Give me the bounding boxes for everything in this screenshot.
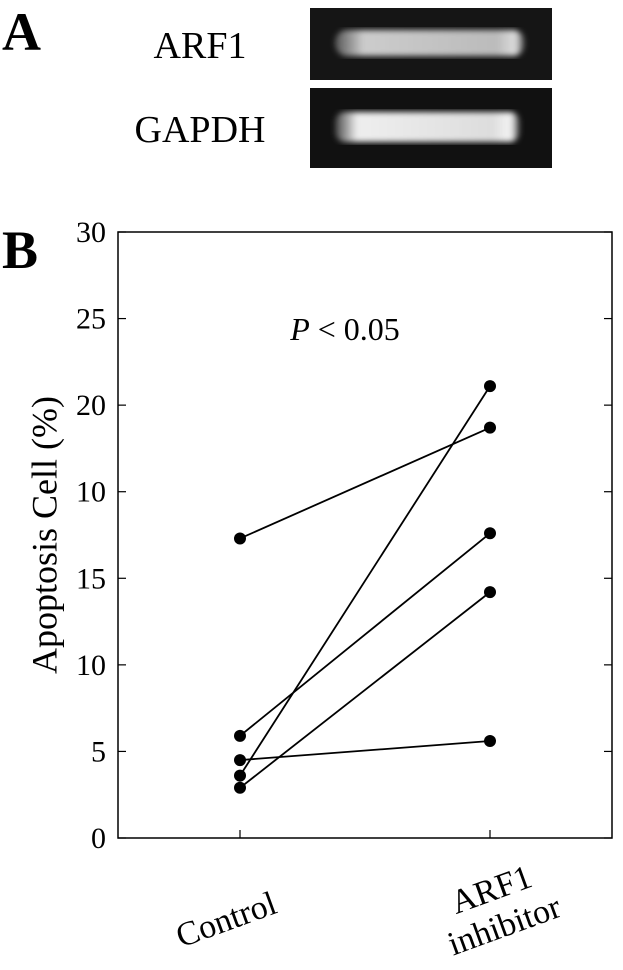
band-label: GAPDH xyxy=(135,109,266,151)
y-tick-label: 20 xyxy=(76,389,106,422)
x-tick-label: ARF1inhibitor xyxy=(430,852,566,963)
data-point xyxy=(234,769,246,782)
gel-band xyxy=(335,30,525,56)
plot-frame xyxy=(117,231,613,839)
data-point xyxy=(484,735,496,748)
data-point xyxy=(234,729,246,742)
y-tick-label: 25 xyxy=(76,303,106,336)
x-tick-label: Control xyxy=(171,885,281,955)
panel-label: A xyxy=(2,2,41,62)
data-point xyxy=(234,532,246,545)
series-line xyxy=(239,532,491,737)
data-point xyxy=(234,781,246,794)
y-axis-label: Apoptosis Cell (%) xyxy=(24,396,64,674)
data-point xyxy=(484,380,496,393)
annotation: P < 0.05 xyxy=(289,311,400,347)
panel-label: B xyxy=(2,220,38,280)
y-tick-label: 10 xyxy=(76,649,106,682)
data-point xyxy=(484,586,496,599)
data-point xyxy=(484,527,496,540)
y-tick-label: 15 xyxy=(76,562,106,595)
data-point xyxy=(484,421,496,434)
series-line xyxy=(239,426,491,540)
y-tick-label: 0 xyxy=(91,822,106,855)
series-line xyxy=(239,591,491,789)
data-point xyxy=(234,754,246,767)
series-line xyxy=(239,740,491,761)
series-line xyxy=(239,385,491,777)
band-label: ARF1 xyxy=(154,25,247,67)
y-tick-label: 30 xyxy=(76,216,106,249)
y-tick-label: 10 xyxy=(76,476,106,509)
y-tick-label: 5 xyxy=(91,735,106,768)
gel-band xyxy=(335,112,520,142)
